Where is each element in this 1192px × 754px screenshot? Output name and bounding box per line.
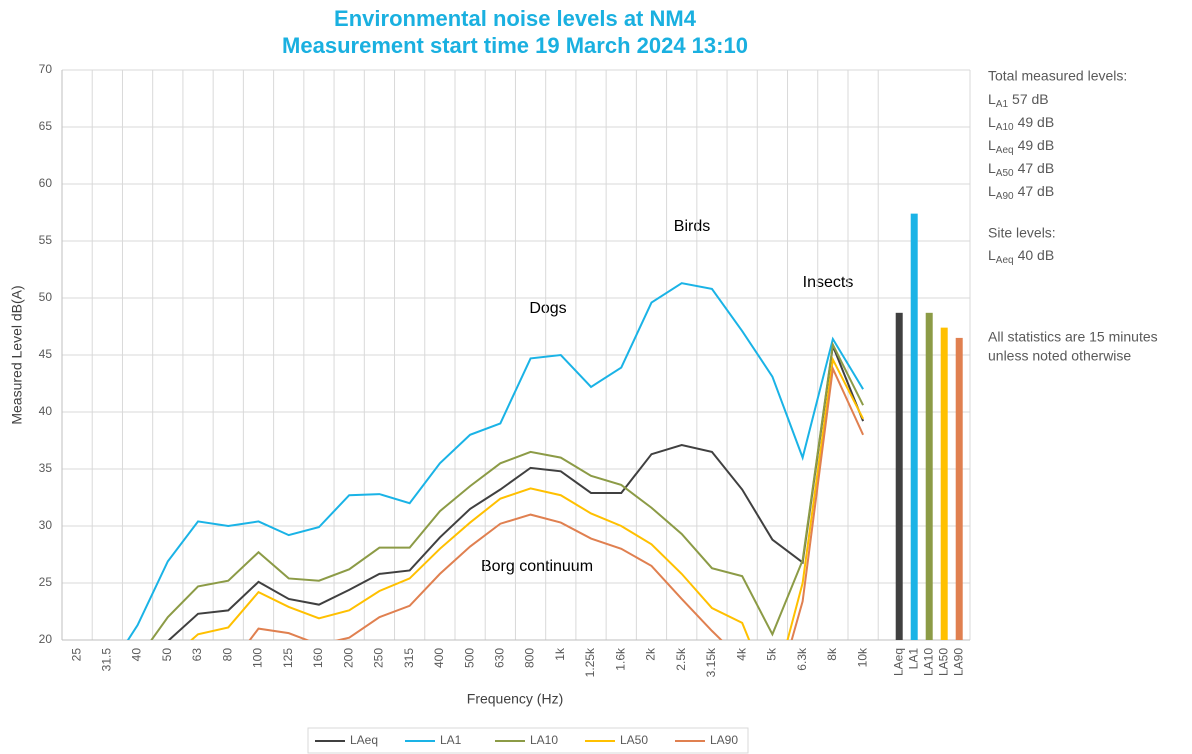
x-tick-label: 80	[220, 648, 234, 662]
x-tick-label: 1.25k	[583, 647, 597, 677]
x-tick-label: 8k	[825, 647, 839, 661]
x-tick-label: 10k	[855, 647, 869, 667]
x-tick-label: 3.15k	[704, 647, 718, 677]
symbol: L	[988, 247, 996, 263]
annotation: Insects	[803, 274, 854, 291]
y-tick-label: 60	[39, 176, 53, 190]
subscript: A10	[996, 122, 1014, 133]
side-item: LA1 57 dB	[988, 91, 1049, 110]
symbol: L	[988, 137, 996, 153]
x-tick-label: LA90	[951, 648, 965, 676]
chart-subtitle: Measurement start time 19 March 2024 13:…	[282, 33, 748, 58]
level: 47 dB	[1018, 183, 1055, 199]
y-tick-label: 55	[39, 233, 53, 247]
x-tick-label: 250	[372, 648, 386, 668]
side-heading: Total measured levels:	[988, 68, 1127, 84]
x-tick-label: LA10	[921, 648, 935, 676]
bar	[955, 337, 963, 640]
x-tick-label: 40	[130, 648, 144, 662]
x-tick-label: 500	[462, 648, 476, 668]
series-line	[150, 341, 864, 640]
x-tick-label: 1.6k	[613, 647, 627, 671]
level: 40 dB	[1018, 247, 1055, 263]
series-line	[126, 282, 864, 640]
y-tick-label: 65	[39, 119, 53, 133]
x-tick-label: 2.5k	[674, 647, 688, 671]
y-tick-label: 20	[39, 632, 53, 646]
side-note: unless noted otherwise	[988, 348, 1131, 364]
bar	[925, 312, 933, 640]
annotation: Birds	[674, 218, 710, 235]
y-tick-label: 40	[39, 404, 53, 418]
symbol: L	[988, 91, 996, 107]
x-tick-label: 5k	[765, 647, 779, 661]
side-item: LAeq 49 dB	[988, 137, 1054, 156]
x-tick-label: LA1	[906, 648, 920, 670]
side-heading: Site levels:	[988, 225, 1056, 241]
x-tick-label: 315	[402, 648, 416, 668]
legend-label: LAeq	[350, 733, 378, 747]
x-tick-label: 31.5	[100, 648, 114, 672]
side-item: LA50 47 dB	[988, 160, 1054, 179]
side-item: LA90 47 dB	[988, 183, 1054, 202]
x-tick-label: 160	[311, 648, 325, 668]
subscript: Aeq	[996, 255, 1014, 266]
x-axis-title: Frequency (Hz)	[467, 691, 563, 707]
legend-box	[307, 727, 749, 754]
x-tick-label: 6.3k	[795, 647, 809, 671]
symbol: L	[988, 160, 996, 176]
level: 49 dB	[1018, 137, 1055, 153]
x-tick-label: 25	[69, 648, 83, 662]
level: 49 dB	[1018, 114, 1055, 130]
y-tick-label: 35	[39, 461, 53, 475]
side-note: All statistics are 15 minutes	[988, 329, 1158, 345]
x-tick-label: 400	[432, 648, 446, 668]
side-item: LA10 49 dB	[988, 114, 1054, 133]
subscript: Aeq	[996, 145, 1014, 156]
series-line	[167, 342, 865, 640]
legend-label: LA90	[710, 733, 738, 747]
subscript: A50	[996, 168, 1014, 179]
x-tick-label: 800	[523, 648, 537, 668]
level: 57 dB	[1012, 91, 1049, 107]
annotation: Dogs	[529, 300, 566, 317]
side-item: LAeq 40 dB	[988, 247, 1054, 266]
chart-title: Environmental noise levels at NM4	[334, 6, 697, 31]
legend-label: LA1	[440, 733, 462, 747]
bar	[940, 327, 948, 640]
level: 47 dB	[1018, 160, 1055, 176]
x-tick-label: 100	[251, 648, 265, 668]
x-tick-label: 1k	[553, 647, 567, 661]
legend-label: LA10	[530, 733, 558, 747]
annotation: Borg continuum	[481, 558, 593, 575]
bar	[895, 312, 903, 640]
y-tick-label: 25	[39, 575, 53, 589]
subscript: A1	[996, 99, 1009, 110]
series-line	[189, 356, 864, 640]
y-tick-label: 70	[39, 62, 53, 76]
x-tick-label: 63	[190, 648, 204, 662]
x-tick-label: 630	[493, 648, 507, 668]
y-tick-label: 45	[39, 347, 53, 361]
y-tick-label: 50	[39, 290, 53, 304]
y-axis-title: Measured Level dB(A)	[9, 285, 25, 424]
series-line	[248, 365, 865, 640]
bar	[910, 213, 918, 640]
y-tick-label: 30	[39, 518, 53, 532]
symbol: L	[988, 183, 996, 199]
x-tick-label: 4k	[734, 647, 748, 661]
plot-area	[126, 282, 865, 640]
x-tick-label: 50	[160, 648, 174, 662]
x-tick-label: LAeq	[891, 648, 905, 676]
legend-label: LA50	[620, 733, 648, 747]
x-tick-label: 200	[341, 648, 355, 668]
symbol: L	[988, 114, 996, 130]
x-tick-label: 2k	[644, 647, 658, 661]
x-tick-label: LA50	[936, 648, 950, 676]
x-tick-label: 125	[281, 648, 295, 668]
subscript: A90	[996, 191, 1014, 202]
